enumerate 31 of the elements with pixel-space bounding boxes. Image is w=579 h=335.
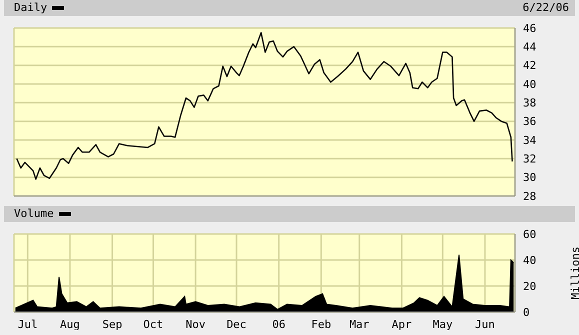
y-tick-label: 20 <box>523 280 536 293</box>
x-tick-label: Sep <box>102 318 122 331</box>
text: 6/22/06 <box>522 0 569 16</box>
y-tick-label: 36 <box>523 115 536 128</box>
x-tick-label: Jul <box>18 318 38 331</box>
y-tick-label: 40 <box>523 254 536 267</box>
x-tick-label: Mar <box>349 318 370 331</box>
y-tick-label: 30 <box>523 171 536 184</box>
y-tick-label: 40 <box>523 78 536 91</box>
y-tick-label: 42 <box>523 59 536 72</box>
y-axis-title: Millions <box>568 246 579 300</box>
x-tick-label: Apr <box>392 318 412 331</box>
y-tick-label: 34 <box>523 134 537 147</box>
x-tick-label: Aug <box>60 318 80 331</box>
y-tick-label: 46 <box>523 22 536 35</box>
line-series <box>16 32 513 180</box>
x-tick-label: Jun <box>475 318 495 331</box>
y-tick-label: 38 <box>523 96 536 110</box>
chart-title: Daily <box>14 1 48 14</box>
x-tick-label: May <box>432 318 453 331</box>
x-tick-label: Dec <box>226 318 246 331</box>
y-tick-label: 32 <box>523 152 536 166</box>
y-tick-label: 60 <box>523 228 536 241</box>
x-tick-label: Feb <box>311 318 332 331</box>
y-tick-label: 28 <box>523 190 536 203</box>
x-tick-label: Nov <box>186 318 206 331</box>
y-tick-label: 44 <box>523 40 537 54</box>
y-tick-label: 0 <box>523 306 530 319</box>
x-tick-label: 06 <box>272 318 286 331</box>
x-tick-label: Oct <box>143 318 164 331</box>
chart-title: Volume <box>14 207 54 220</box>
